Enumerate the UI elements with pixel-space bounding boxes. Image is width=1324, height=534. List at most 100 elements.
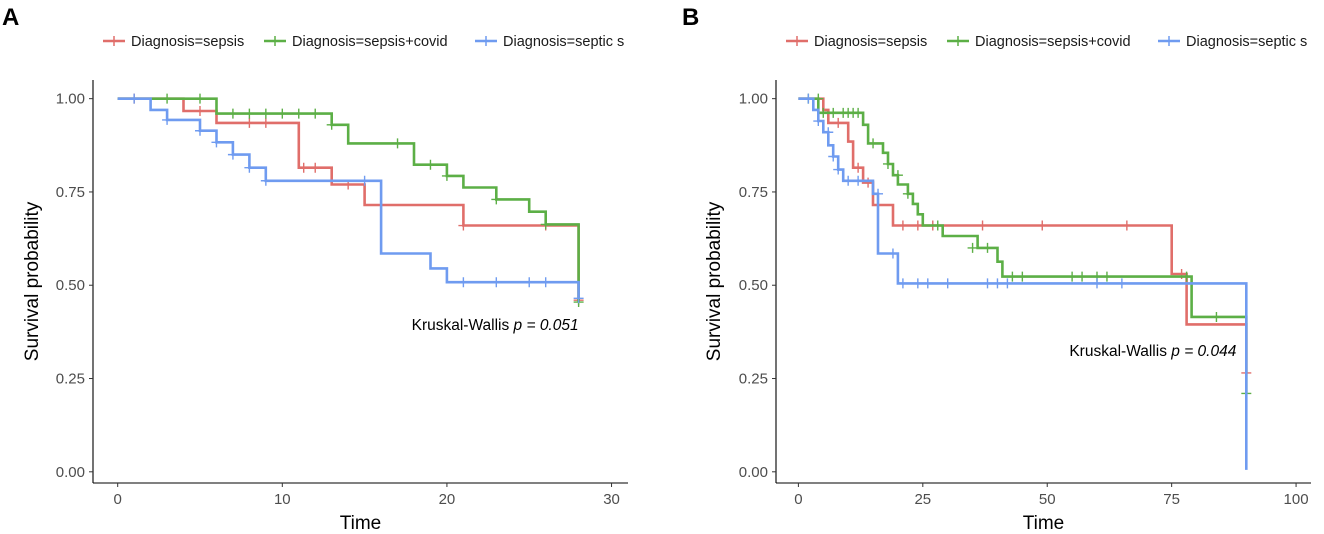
- x-tick-label: 10: [274, 491, 291, 508]
- censor-mark: [967, 242, 978, 253]
- censor-mark: [310, 108, 321, 119]
- censor-mark: [902, 188, 913, 199]
- km-curve-septic-shock: [798, 97, 1248, 470]
- censor-mark: [922, 278, 933, 289]
- x-tick-label: 100: [1284, 491, 1309, 508]
- censor-mark: [853, 107, 864, 118]
- censor-mark: [195, 105, 205, 116]
- censor-mark: [1067, 271, 1078, 282]
- censor-mark: [573, 293, 584, 304]
- x-tick-label: 20: [439, 491, 456, 508]
- x-tick-label: 30: [603, 491, 620, 508]
- y-axis-title: Survival probability: [704, 201, 725, 361]
- censor-mark: [803, 93, 814, 104]
- censor-mark: [1077, 271, 1088, 282]
- censor-mark: [912, 220, 923, 231]
- censor-mark: [491, 194, 502, 205]
- km-panel-a: 0.00 0.25 0.50 0.75 1.00 0 10 20 30 Time Survival …: [22, 34, 628, 534]
- annotation-p-value: p = 0.044: [1170, 343, 1236, 360]
- censor-mark: [458, 220, 469, 231]
- censor-mark: [195, 125, 205, 136]
- censor-mark: [260, 108, 271, 119]
- censor-mark: [992, 278, 1003, 289]
- y-tick-label: 0.50: [56, 277, 85, 294]
- censor-mark: [227, 149, 238, 160]
- x-axis-title: Time: [1023, 513, 1065, 534]
- censor-mark: [853, 162, 864, 173]
- censor-mark: [843, 175, 854, 186]
- censor-mark: [813, 93, 824, 104]
- censor-mark: [982, 278, 993, 289]
- censor-mark: [828, 151, 839, 162]
- censor-mark: [298, 162, 309, 173]
- censor-mark: [244, 108, 255, 119]
- legend-item-label: Diagnosis=septic s: [1186, 34, 1307, 50]
- legend-item-label: Diagnosis=sepsis: [814, 34, 927, 50]
- km-curve-sepsis-covid: [117, 97, 580, 302]
- censor-mark: [260, 175, 271, 186]
- censor-mark: [818, 107, 829, 118]
- censor-mark: [1017, 271, 1028, 282]
- legend-item-label: Diagnosis=sepsis+covid: [975, 34, 1131, 50]
- censor-mark: [540, 219, 551, 230]
- censor-mark: [129, 93, 140, 104]
- y-tick-label: 0.25: [739, 371, 768, 388]
- censor-mark: [892, 170, 903, 181]
- censor-mark: [873, 188, 884, 199]
- censor-mark: [540, 277, 551, 288]
- censor-mark: [1092, 278, 1102, 289]
- censor-mark: [823, 127, 834, 138]
- censor-mark: [260, 117, 271, 128]
- y-tick-label: 1.00: [56, 91, 85, 108]
- censor-mark: [326, 119, 337, 130]
- censor-mark: [195, 93, 205, 104]
- y-tick-label: 0.25: [56, 371, 85, 388]
- censor-mark: [491, 277, 502, 288]
- x-tick-label: 25: [914, 491, 931, 508]
- x-tick-label: 0: [114, 491, 122, 508]
- annotation-prefix: Kruskal-Wallis: [412, 317, 514, 334]
- censor-mark: [912, 278, 923, 289]
- censor-mark: [425, 159, 436, 170]
- censor-mark: [359, 175, 370, 186]
- km-curve-sepsis: [798, 97, 1248, 373]
- censor-mark: [982, 242, 993, 253]
- x-tick-label: 50: [1039, 491, 1056, 508]
- legend-item-label: Diagnosis=sepsis+covid: [292, 34, 448, 50]
- censor-mark: [868, 138, 879, 149]
- censor-mark: [1211, 311, 1222, 322]
- censor-mark: [897, 220, 908, 231]
- y-tick-label: 0.00: [56, 464, 85, 481]
- censor-mark: [1007, 271, 1018, 282]
- censor-mark: [244, 162, 255, 173]
- censor-mark: [211, 137, 222, 148]
- censor-mark: [1181, 271, 1192, 282]
- x-axis-title: Time: [340, 513, 382, 534]
- y-tick-label: 0.00: [739, 464, 768, 481]
- x-tick-label: 75: [1163, 491, 1180, 508]
- censor-mark: [277, 108, 288, 119]
- panel-label-b: B: [682, 4, 699, 31]
- censor-mark: [1002, 278, 1013, 289]
- y-tick-label: 0.50: [739, 277, 768, 294]
- censor-mark: [942, 278, 953, 289]
- censor-mark: [1121, 220, 1132, 231]
- km-panel-b: 0.00 0.25 0.50 0.75 1.00 0 25 50 75 100 Time Surviv…: [704, 34, 1311, 534]
- y-tick-label: 1.00: [739, 91, 768, 108]
- censor-mark: [977, 220, 988, 231]
- y-tick-label: 0.75: [56, 184, 85, 201]
- censor-mark: [897, 278, 908, 289]
- kruskal-wallis-annotation: Kruskal-Wallis p = 0.051: [412, 317, 579, 334]
- censor-mark: [293, 108, 304, 119]
- censor-mark: [1116, 278, 1127, 289]
- censor-mark: [887, 248, 898, 259]
- y-tick-label: 0.75: [739, 184, 768, 201]
- censor-mark: [524, 277, 535, 288]
- censor-mark: [392, 138, 403, 149]
- censor-mark: [828, 107, 839, 118]
- legend-item-label: Diagnosis=septic s: [503, 34, 624, 50]
- censor-mark: [162, 114, 173, 125]
- censor-mark: [441, 170, 452, 181]
- censor-mark: [244, 117, 255, 128]
